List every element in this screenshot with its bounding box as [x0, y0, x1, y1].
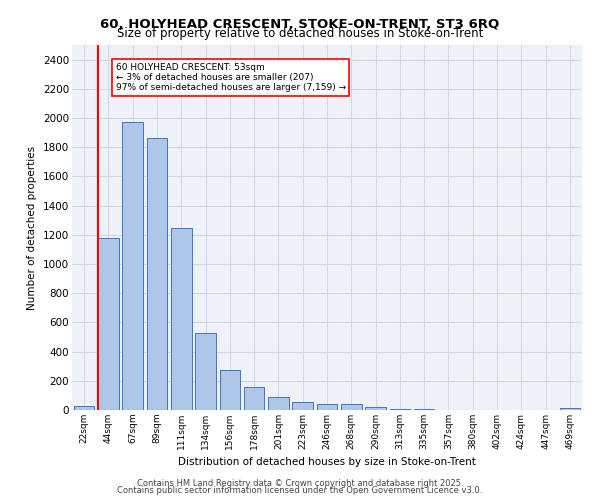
- Bar: [389, 409, 410, 410]
- Bar: [171, 228, 191, 410]
- Bar: [122, 122, 143, 410]
- Bar: [244, 388, 265, 410]
- Bar: [74, 406, 94, 410]
- Bar: [560, 408, 580, 410]
- Bar: [268, 397, 289, 410]
- X-axis label: Distribution of detached houses by size in Stoke-on-Trent: Distribution of detached houses by size …: [178, 458, 476, 468]
- Bar: [365, 408, 386, 410]
- Bar: [341, 404, 362, 410]
- Text: Contains HM Land Registry data © Crown copyright and database right 2025.: Contains HM Land Registry data © Crown c…: [137, 478, 463, 488]
- Y-axis label: Number of detached properties: Number of detached properties: [28, 146, 37, 310]
- Bar: [292, 402, 313, 410]
- Text: 60, HOLYHEAD CRESCENT, STOKE-ON-TRENT, ST3 6RQ: 60, HOLYHEAD CRESCENT, STOKE-ON-TRENT, S…: [100, 18, 500, 30]
- Text: Contains public sector information licensed under the Open Government Licence v3: Contains public sector information licen…: [118, 486, 482, 495]
- Bar: [220, 370, 240, 410]
- Bar: [98, 238, 119, 410]
- Bar: [146, 138, 167, 410]
- Bar: [317, 404, 337, 410]
- Bar: [195, 334, 216, 410]
- Text: 60 HOLYHEAD CRESCENT: 53sqm
← 3% of detached houses are smaller (207)
97% of sem: 60 HOLYHEAD CRESCENT: 53sqm ← 3% of deta…: [116, 62, 346, 92]
- Text: Size of property relative to detached houses in Stoke-on-Trent: Size of property relative to detached ho…: [117, 28, 483, 40]
